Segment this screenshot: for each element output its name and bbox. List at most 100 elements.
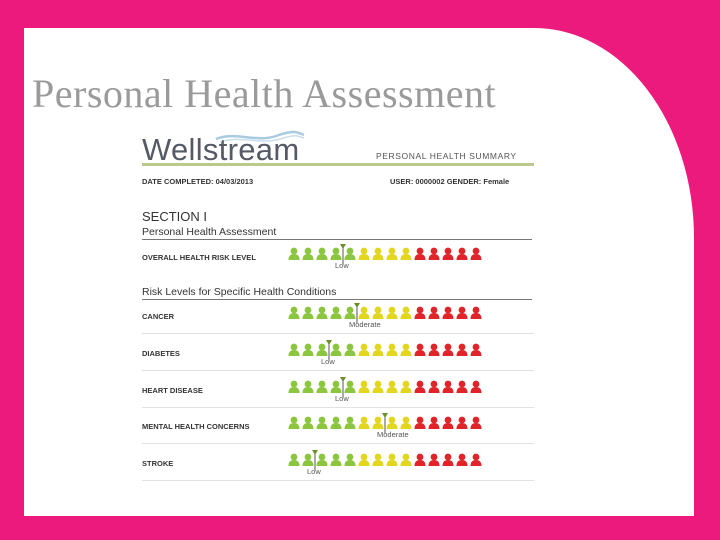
risk-marker-icon — [340, 244, 346, 249]
person-icon — [456, 380, 468, 393]
person-icon — [386, 380, 398, 393]
overall-risk-scale: Low — [288, 244, 483, 275]
overall-risk-value: Low — [335, 261, 349, 270]
person-icon — [414, 247, 426, 260]
person-icon — [442, 380, 454, 393]
person-icon — [330, 343, 342, 356]
person-icon — [386, 453, 398, 466]
person-icon — [470, 343, 482, 356]
person-icon — [288, 416, 300, 429]
person-icon — [302, 380, 314, 393]
person-icon — [288, 306, 300, 319]
condition-scale-stroke: Low — [288, 450, 483, 481]
row-divider — [142, 443, 534, 444]
person-icon — [344, 416, 356, 429]
user-info: USER: 0000002 GENDER: Female — [390, 177, 510, 186]
person-icon — [302, 247, 314, 260]
condition-scale-mental-health: Moderate — [288, 413, 483, 444]
person-icon — [414, 306, 426, 319]
person-icon — [316, 306, 328, 319]
person-icon — [330, 416, 342, 429]
person-icon — [288, 453, 300, 466]
risk-marker-icon — [312, 450, 318, 455]
person-icon — [456, 453, 468, 466]
person-icon — [372, 306, 384, 319]
person-icon — [302, 453, 314, 466]
risk-marker-icon — [340, 377, 346, 382]
health-summary-report: Wellstream PERSONAL HEALTH SUMMARY DATE … — [138, 122, 540, 492]
person-icon — [470, 380, 482, 393]
header-rule — [142, 163, 534, 166]
condition-scale-cancer: Moderate — [288, 303, 483, 334]
person-icon — [428, 306, 440, 319]
risk-marker-icon — [354, 303, 360, 308]
person-icon — [414, 453, 426, 466]
person-icon — [414, 380, 426, 393]
person-icon — [302, 343, 314, 356]
assessment-heading: Personal Health Assessment — [142, 226, 532, 240]
person-icon — [428, 380, 440, 393]
report-label: PERSONAL HEALTH SUMMARY — [376, 151, 517, 161]
person-icon — [316, 343, 328, 356]
person-icon — [330, 306, 342, 319]
risk-figures — [288, 450, 482, 470]
person-icon — [372, 416, 384, 429]
risk-figures — [288, 303, 482, 323]
section-heading: SECTION I — [142, 209, 208, 224]
wellstream-wave-logo — [215, 130, 305, 143]
person-icon — [456, 306, 468, 319]
person-icon — [386, 416, 398, 429]
person-icon — [400, 306, 412, 319]
condition-label-stroke: STROKE — [142, 459, 174, 468]
person-icon — [316, 380, 328, 393]
risk-figures — [288, 413, 482, 433]
condition-label-heart-disease: HEART DISEASE — [142, 386, 203, 395]
person-icon — [414, 343, 426, 356]
row-divider — [142, 407, 534, 408]
condition-label-diabetes: DIABETES — [142, 349, 180, 358]
person-icon — [386, 247, 398, 260]
person-icon — [344, 380, 356, 393]
person-icon — [344, 453, 356, 466]
person-icon — [302, 306, 314, 319]
person-icon — [428, 247, 440, 260]
person-icon — [288, 343, 300, 356]
person-icon — [372, 343, 384, 356]
person-icon — [358, 306, 370, 319]
person-icon — [442, 343, 454, 356]
person-icon — [288, 247, 300, 260]
person-icon — [358, 453, 370, 466]
person-icon — [316, 416, 328, 429]
person-icon — [358, 416, 370, 429]
risk-figures — [288, 244, 482, 264]
risk-figures — [288, 340, 482, 360]
person-icon — [442, 306, 454, 319]
person-icon — [456, 247, 468, 260]
risk-marker-icon — [382, 413, 388, 418]
person-icon — [344, 306, 356, 319]
person-icon — [330, 247, 342, 260]
row-divider — [142, 370, 534, 371]
condition-label-cancer: CANCER — [142, 312, 175, 321]
person-icon — [344, 247, 356, 260]
date-completed: DATE COMPLETED: 04/03/2013 — [142, 177, 254, 186]
row-divider — [142, 333, 534, 334]
condition-risk-cancer: Moderate — [349, 320, 381, 329]
person-icon — [372, 453, 384, 466]
person-icon — [456, 416, 468, 429]
person-icon — [442, 453, 454, 466]
person-icon — [470, 247, 482, 260]
person-icon — [330, 380, 342, 393]
person-icon — [358, 247, 370, 260]
person-icon — [428, 453, 440, 466]
person-icon — [456, 343, 468, 356]
person-icon — [372, 380, 384, 393]
person-icon — [316, 247, 328, 260]
wellstream-logo-text: Wellstream — [142, 132, 300, 167]
person-icon — [330, 453, 342, 466]
row-divider — [142, 480, 534, 481]
person-icon — [470, 453, 482, 466]
slide-title: Personal Health Assessment — [32, 71, 497, 116]
person-icon — [400, 343, 412, 356]
condition-scale-heart-disease: Low — [288, 377, 483, 408]
